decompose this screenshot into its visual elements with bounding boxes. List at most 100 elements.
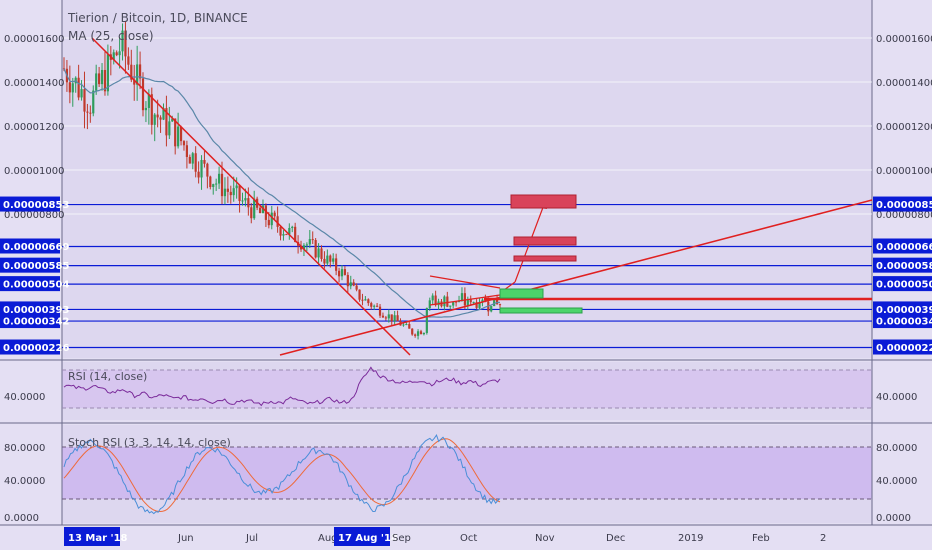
level-label-right: 0.00000585 <box>876 261 932 272</box>
candle-body <box>191 153 194 164</box>
time-tick-label: Feb <box>752 533 770 544</box>
candle-body <box>285 234 288 236</box>
level-label-right: 0.00000342 <box>876 317 932 328</box>
entry-zone[interactable] <box>499 288 544 299</box>
candle-body <box>124 30 127 57</box>
price-gridlines <box>62 37 872 215</box>
stoch-title: Stoch RSI (3, 3, 14, 14, close) <box>68 436 231 449</box>
candle-body <box>355 285 358 290</box>
candle-body <box>138 64 142 79</box>
candle-body <box>320 248 323 259</box>
candle-body <box>422 332 426 335</box>
price-tick-label-left: 0.00001000 <box>4 166 64 177</box>
price-tick-label-left: 0.00001600 <box>4 34 64 45</box>
candle-body <box>428 300 431 309</box>
candle-body <box>250 207 253 219</box>
candle-body <box>311 239 314 241</box>
rsi-line <box>63 366 501 407</box>
time-tick-label: Dec <box>606 533 625 544</box>
price-tick-label-right: 0.00001400 <box>876 78 932 89</box>
time-tick-label: 2 <box>820 533 826 544</box>
level-lines <box>62 203 872 349</box>
candle-body <box>127 56 130 65</box>
candle-body <box>326 255 329 264</box>
stoch-d-line <box>63 438 501 513</box>
stoch-k-line <box>63 434 501 515</box>
level-label-right: 0.00000669 <box>876 242 932 253</box>
candle-body <box>402 324 405 326</box>
candle-body <box>340 269 344 277</box>
candle-body <box>478 302 481 308</box>
price-tick-label-right: 0.00000800 <box>876 210 932 221</box>
target-zone-853[interactable] <box>510 194 577 209</box>
candle-body <box>185 145 188 157</box>
time-tick-label: Jun <box>177 533 194 544</box>
candle-body <box>188 156 191 164</box>
candle-body <box>446 296 449 307</box>
downtrend-line[interactable] <box>91 37 411 356</box>
triangle-top-line[interactable] <box>429 275 501 289</box>
candle-body <box>68 82 71 93</box>
candle-body <box>115 52 118 56</box>
level-label-box-left <box>0 313 60 329</box>
candle-body <box>171 118 174 122</box>
candle-body <box>273 212 276 217</box>
candle-body <box>223 188 227 197</box>
candle-body <box>203 159 206 164</box>
candle-body <box>288 227 291 235</box>
rsi-tick-label-left: 40.0000 <box>4 392 45 403</box>
candle-body <box>434 295 437 306</box>
candle-body <box>118 51 121 56</box>
level-label-left: 0.00000853 <box>3 200 69 211</box>
triangle-bottom-line[interactable] <box>429 294 501 306</box>
uptrend-line[interactable] <box>279 199 873 356</box>
level-label-left: 0.00000669 <box>3 242 69 253</box>
candle-body <box>174 118 177 147</box>
candle-body <box>247 198 250 208</box>
stoch-tick-label-left: 40.0000 <box>4 476 45 487</box>
candle-body <box>112 52 115 60</box>
time-tick-label: 17 Aug '18 <box>338 533 398 544</box>
candle-body <box>194 153 197 172</box>
target-zone-669[interactable] <box>513 236 577 246</box>
candle-body <box>235 185 238 189</box>
level-label-box-left <box>0 196 60 212</box>
candle-body <box>226 188 229 192</box>
stop-zone[interactable] <box>499 307 583 314</box>
candle-body <box>431 295 434 301</box>
time-label-box <box>64 527 120 546</box>
target-zone-585[interactable] <box>513 255 577 262</box>
candle-body <box>177 126 180 147</box>
candle-body <box>182 141 186 146</box>
candle-body <box>95 73 98 91</box>
level-label-right: 0.00000504 <box>876 280 932 291</box>
candle-body <box>308 239 311 245</box>
candle-body <box>294 226 297 243</box>
stoch-tick-label-right: 80.0000 <box>876 443 917 454</box>
candle-body <box>469 298 472 303</box>
level-label-box-left <box>0 257 60 273</box>
candle-body <box>373 305 376 307</box>
candle-body <box>209 176 212 188</box>
stoch-tick-label-left: 0.0000 <box>4 513 39 524</box>
rsi-band <box>62 370 872 408</box>
candle-body <box>220 173 224 197</box>
level-label-box-left <box>0 276 60 292</box>
candle-body <box>133 79 136 85</box>
candle-body <box>241 200 244 202</box>
price-tick-label-left: 0.00000800 <box>4 210 64 221</box>
price-tick-label-left: 0.00001400 <box>4 78 64 89</box>
price-tick-label-right: 0.00001000 <box>876 166 932 177</box>
candle-body <box>337 270 341 277</box>
candle-body <box>302 245 306 250</box>
candle-body <box>100 69 104 85</box>
candle-body <box>159 117 162 120</box>
level-label-box-right <box>873 238 932 254</box>
level-label-box-right <box>873 301 932 317</box>
candle-body <box>232 188 235 196</box>
level-label-box-right <box>873 339 932 355</box>
candle-body <box>200 159 203 178</box>
candle-body <box>150 94 153 125</box>
level-label-box-right <box>873 257 932 273</box>
